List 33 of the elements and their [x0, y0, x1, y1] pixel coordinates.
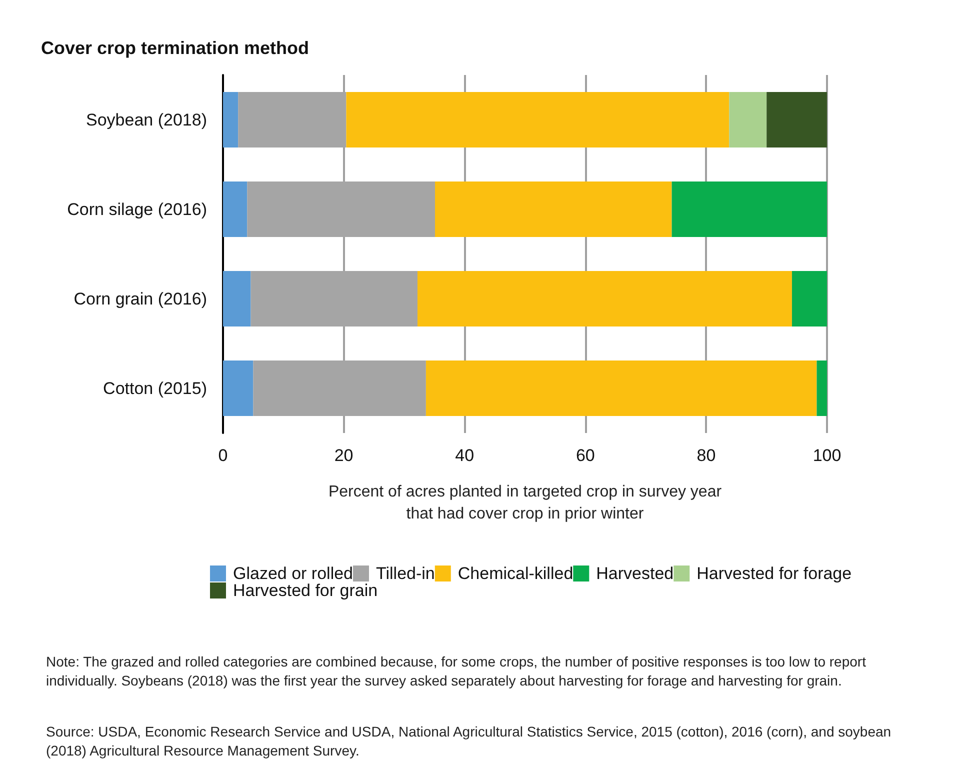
bar [346, 92, 730, 148]
bar [792, 271, 827, 326]
legend-label: Harvested [596, 564, 674, 583]
y-tick-label: Soybean (2018) [86, 110, 207, 130]
x-axis-title: Percent of acres planted in targeted crop in survey year that had cover crop in prior winter [328, 484, 722, 522]
text: Note: The grazed and rolled categories are combined because, for some crops, the number of positive responses is too low to report individually. Soybeans (2018) was the first year the survey asked separately about harvesting for forage and harvesting for grain. [46, 654, 870, 688]
bar [426, 360, 817, 416]
y-tick-label: Corn silage (2016) [67, 200, 207, 219]
legend-label: Harvested for grain [233, 581, 378, 600]
bar [766, 92, 827, 148]
legend-label: Tilled-in [376, 564, 435, 583]
legend-label: Glazed or rolled [233, 564, 354, 583]
bar [729, 92, 767, 148]
legend-label: Harvested for forage [696, 564, 852, 583]
y-tick-label: Corn grain (2016) [74, 289, 207, 308]
bar [672, 182, 827, 237]
x-tick-label: 60 [576, 446, 595, 465]
chart-title: Cover crop termination method [41, 38, 310, 58]
bar [223, 360, 254, 416]
source-note: Source: USDA, Economic Research Service and USDA, National Agricultural Statistics Service, 2015 (cotton), 2016 (corn), and soybean (2018) Agricultural Resource Management Survey. [46, 724, 895, 758]
bar [223, 271, 251, 326]
x-tick-label: 100 [812, 446, 842, 465]
bar [435, 182, 672, 237]
bar [816, 360, 827, 416]
bar [417, 271, 792, 326]
bar [223, 92, 238, 148]
legend-label: Chemical-killed [458, 564, 574, 583]
x-tick-label: 40 [455, 446, 474, 465]
x-tick-label: 20 [334, 446, 354, 465]
bar [223, 182, 248, 237]
y-tick-label: Cotton (2015) [103, 378, 207, 398]
x-tick-label: 80 [696, 446, 716, 465]
x-tick-label: 0 [218, 446, 228, 465]
